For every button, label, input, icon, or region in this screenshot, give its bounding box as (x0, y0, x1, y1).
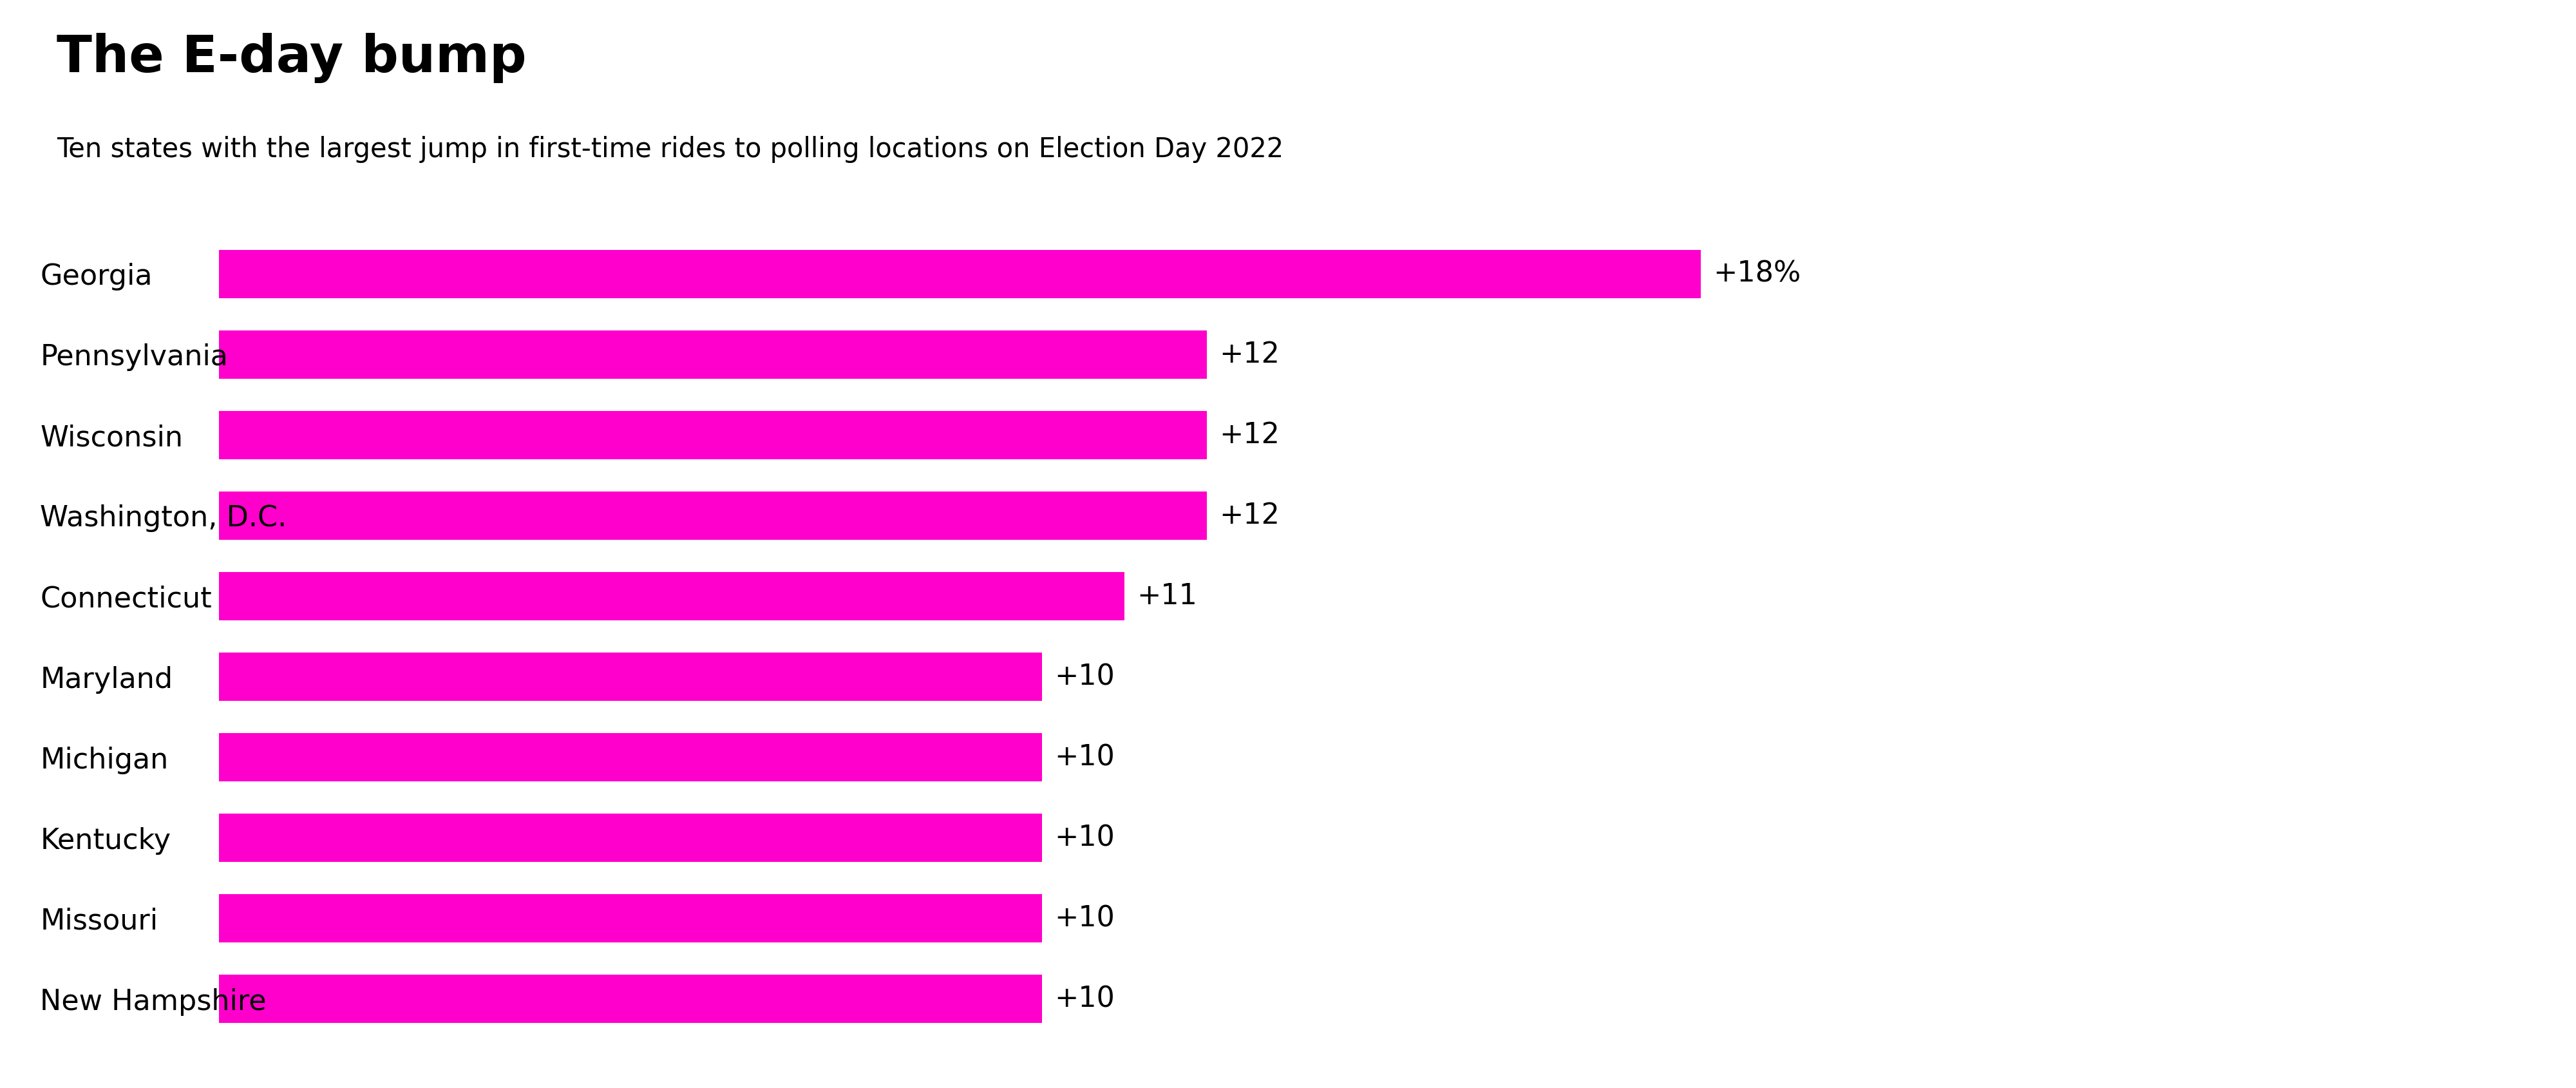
Text: The E-day bump: The E-day bump (57, 33, 526, 83)
Bar (219, 572, 1126, 620)
Bar (219, 894, 1043, 942)
Bar (219, 411, 1206, 459)
Bar (219, 331, 1206, 379)
Bar (219, 653, 1043, 701)
Text: +10: +10 (1054, 985, 1115, 1013)
Bar (219, 733, 1043, 781)
Bar (219, 814, 1043, 862)
Text: Ten states with the largest jump in first-time rides to polling locations on Ele: Ten states with the largest jump in firs… (57, 136, 1283, 163)
Text: +10: +10 (1054, 743, 1115, 771)
Text: +12: +12 (1218, 341, 1280, 369)
Text: +11: +11 (1136, 582, 1198, 610)
Text: +12: +12 (1218, 421, 1280, 449)
Text: +10: +10 (1054, 663, 1115, 691)
Text: +10: +10 (1054, 824, 1115, 852)
Text: +10: +10 (1054, 904, 1115, 932)
Bar (219, 975, 1043, 1023)
Bar (219, 250, 1700, 298)
Text: +12: +12 (1218, 502, 1280, 530)
Text: +18%: +18% (1713, 260, 1801, 288)
Bar (219, 492, 1206, 540)
